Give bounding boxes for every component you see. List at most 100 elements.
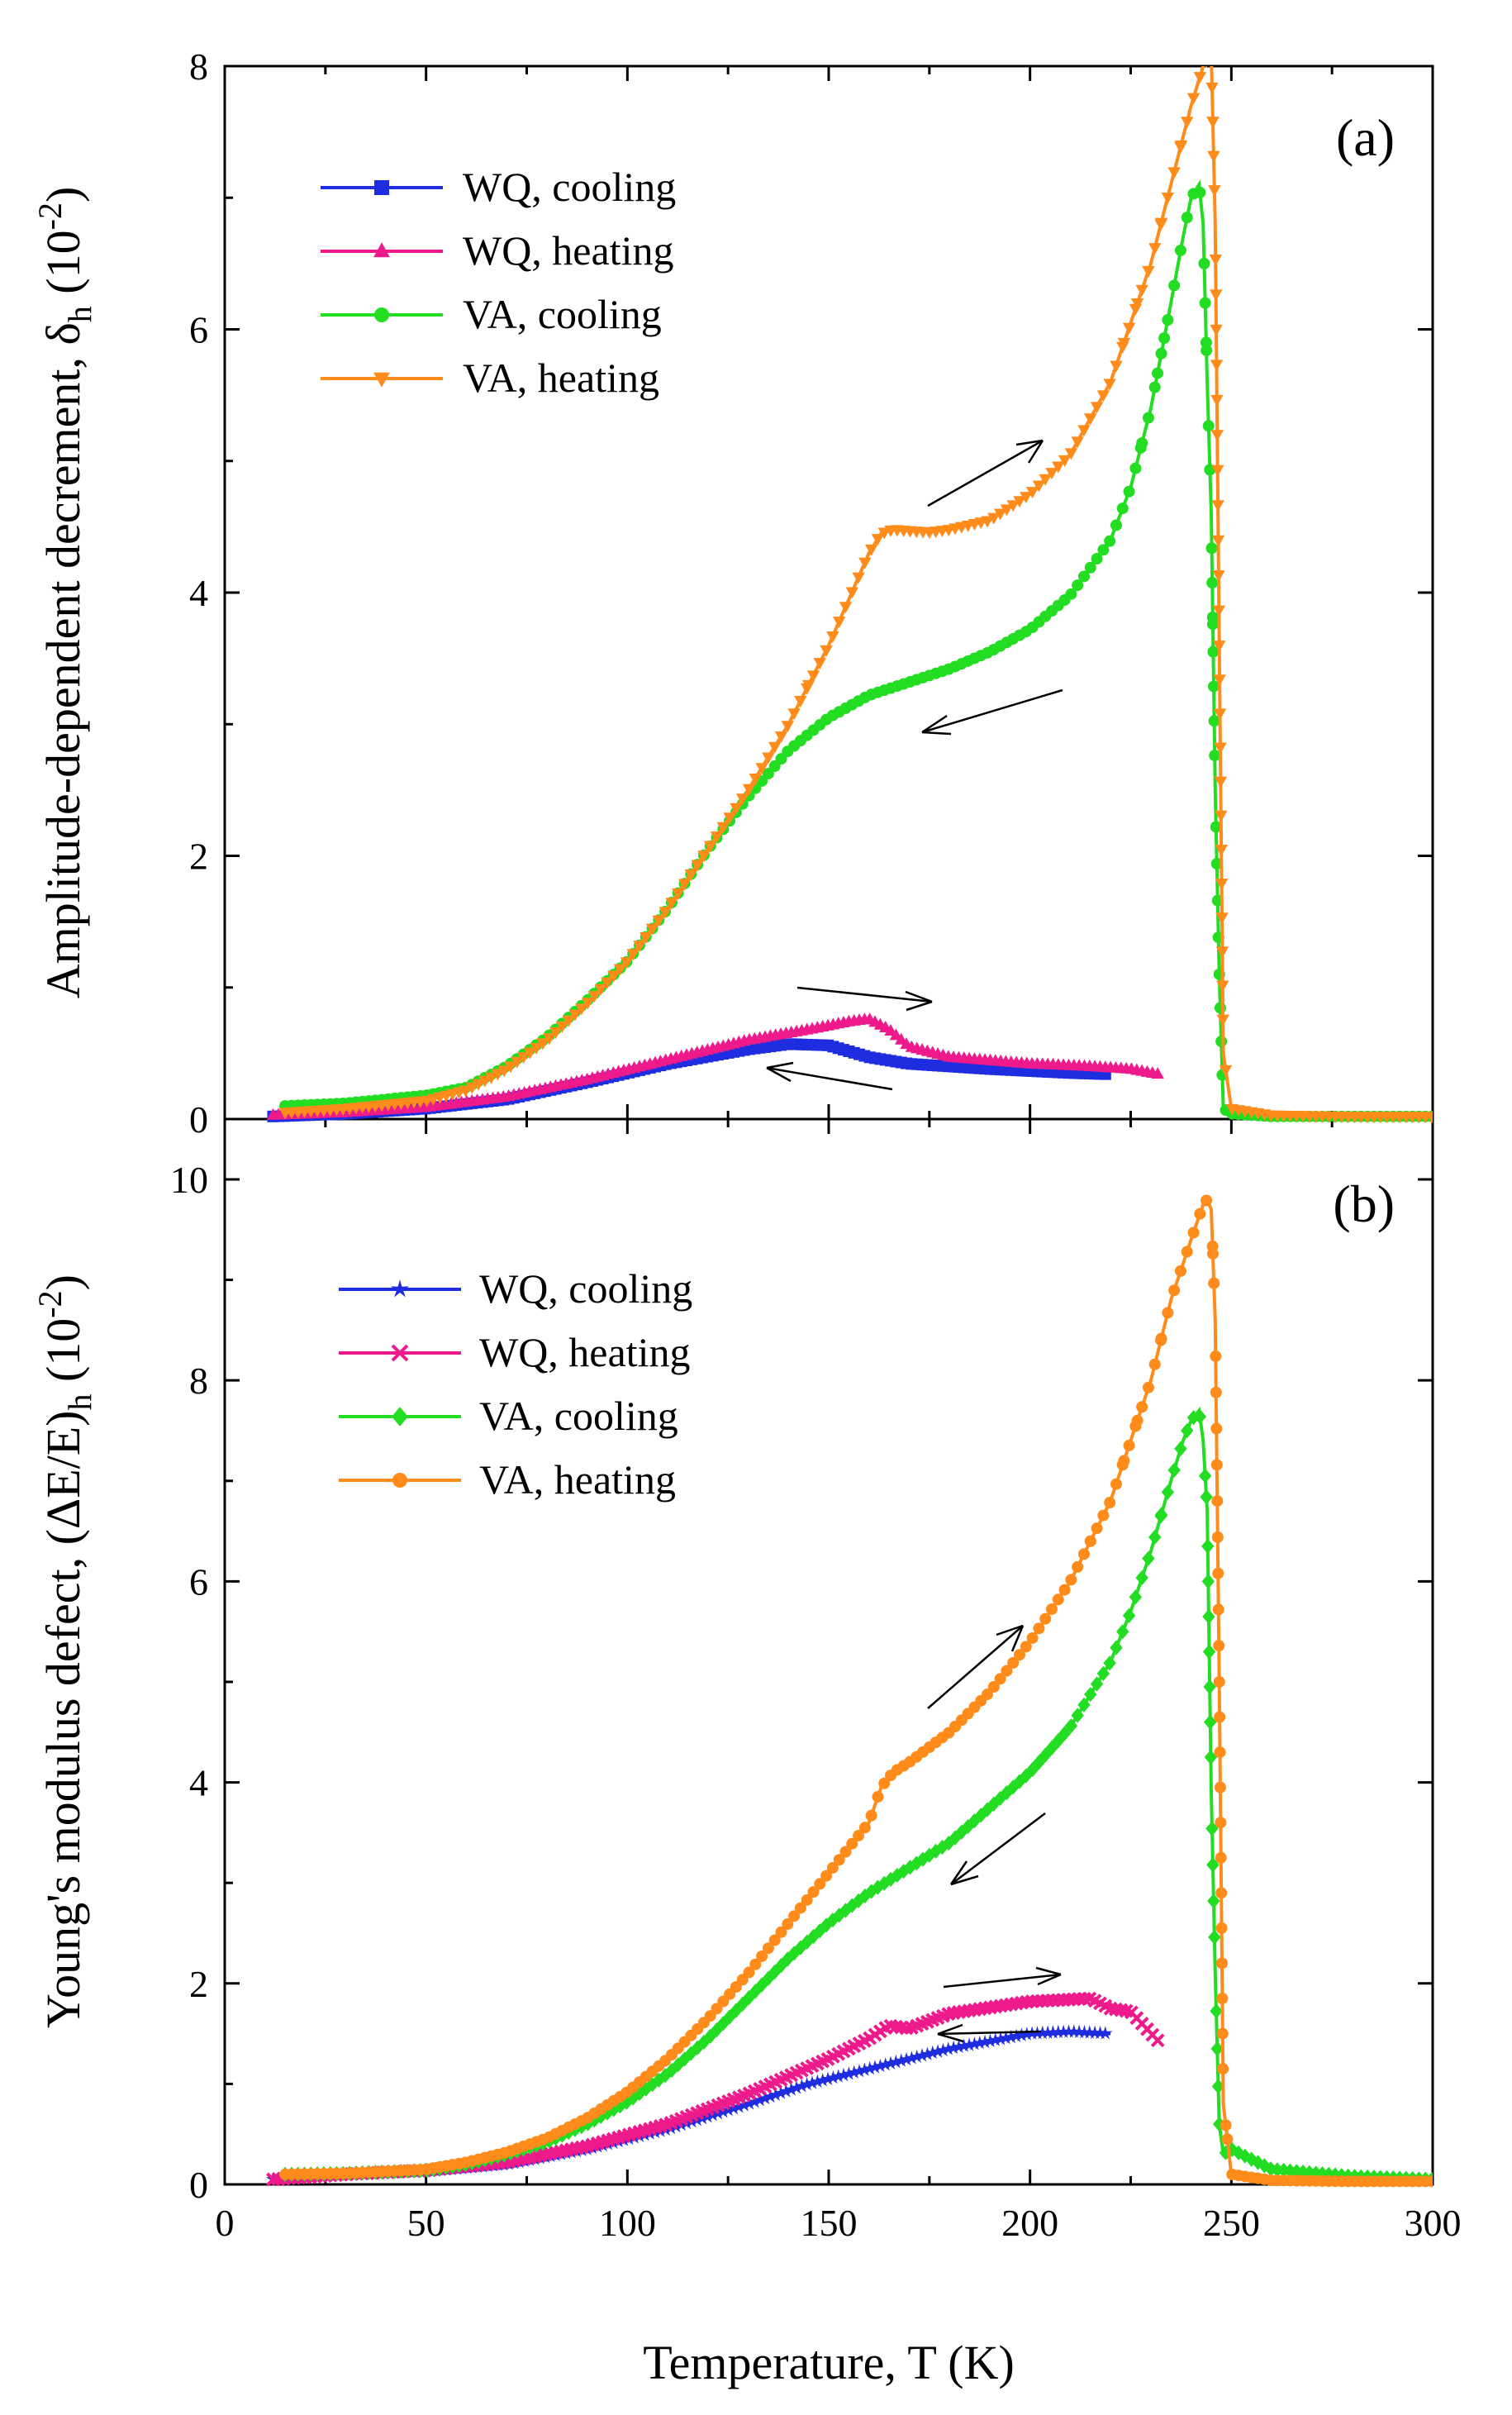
data-point	[472, 1079, 485, 1091]
data-point	[1210, 324, 1223, 336]
data-point	[1072, 1560, 1084, 1573]
y-tick-label: 8	[189, 1360, 208, 1402]
data-point	[691, 860, 704, 872]
data-point	[773, 2085, 788, 2099]
data-point	[1167, 167, 1181, 179]
data-point	[1142, 1381, 1154, 1393]
data-point	[587, 991, 601, 1003]
data-point	[1014, 2027, 1029, 2041]
data-point	[1162, 314, 1174, 326]
data-point	[1077, 2024, 1092, 2039]
data-point	[726, 2101, 741, 2115]
panel-b-legend: WQ, cooling WQ, heating VA, cooling VA, hea…	[339, 1265, 692, 1503]
data-point	[1039, 1747, 1052, 1763]
data-point	[987, 1796, 1001, 1812]
data-point	[1033, 1622, 1045, 1635]
panel-b-ylabel: Young's modulus defect, (ΔE/E)h (10-2)	[31, 1274, 98, 2028]
data-point	[1025, 487, 1039, 499]
data-point	[562, 1015, 575, 1027]
data-point	[1045, 468, 1058, 480]
data-point	[620, 957, 634, 969]
data-point	[1098, 2026, 1113, 2040]
data-point	[1181, 1422, 1194, 1439]
data-point	[1090, 402, 1104, 414]
data-point	[1206, 1857, 1220, 1873]
data-point	[758, 2090, 773, 2105]
data-point	[1155, 347, 1167, 360]
data-point	[1151, 1067, 1164, 1079]
data-point	[1206, 611, 1219, 623]
data-point	[684, 2046, 698, 2061]
data-point	[1090, 1676, 1104, 1692]
data-point	[1209, 254, 1222, 266]
data-point	[1216, 980, 1229, 993]
data-point	[1000, 504, 1014, 517]
data-point	[1168, 1284, 1181, 1297]
data-point	[836, 2067, 851, 2082]
direction-arrows	[766, 439, 1063, 2043]
data-point	[1056, 2024, 1071, 2038]
data-point	[1200, 336, 1212, 349]
data-point	[768, 2087, 783, 2102]
data-point	[1103, 1655, 1116, 1671]
series-line	[284, 66, 1433, 1118]
data-point	[1208, 1929, 1221, 1945]
data-point	[1210, 394, 1224, 407]
x-tick-label: 0	[216, 2202, 235, 2244]
data-point	[1198, 257, 1210, 269]
data-point	[536, 1038, 549, 1050]
y-tick-label: 10	[170, 1159, 208, 1201]
data-point	[982, 2033, 998, 2047]
data-point	[1148, 1358, 1161, 1370]
data-point	[1213, 708, 1227, 721]
data-point	[858, 1822, 871, 1834]
series-va-cooling	[279, 179, 1433, 1122]
data-point	[1020, 492, 1033, 504]
y-tick-label: 4	[189, 1762, 208, 1804]
data-point	[1061, 2024, 1077, 2038]
data-point	[1215, 1851, 1227, 1864]
data-point	[841, 2066, 856, 2080]
data-point	[1142, 412, 1154, 424]
data-point	[1148, 381, 1161, 393]
legend-label: WQ, heating	[463, 227, 673, 274]
data-point	[794, 1902, 806, 1914]
data-point	[826, 1861, 839, 1874]
data-point	[1219, 2145, 1233, 2160]
data-point	[935, 2042, 951, 2057]
data-point	[1208, 185, 1221, 198]
data-point	[865, 1809, 877, 1822]
data-point	[652, 915, 666, 927]
data-point	[878, 1777, 891, 1789]
data-point	[775, 1926, 787, 1938]
legend-marker	[392, 1473, 407, 1488]
data-point	[1202, 1608, 1215, 1625]
arrow-a-cooling-wq	[766, 1061, 893, 1091]
data-point	[1211, 2079, 1225, 2094]
data-point	[1150, 2033, 1165, 2048]
data-point	[1135, 1570, 1148, 1586]
data-point	[530, 1042, 543, 1055]
data-point	[763, 2089, 777, 2103]
data-point	[814, 1878, 826, 1890]
data-point	[1211, 535, 1225, 547]
data-point	[1202, 1644, 1216, 1660]
data-point	[1097, 544, 1110, 556]
data-point	[1110, 519, 1122, 531]
data-point	[678, 879, 692, 891]
legend-label: VA, cooling	[479, 1393, 678, 1439]
data-point	[1208, 680, 1220, 693]
x-tick-label: 200	[1001, 2202, 1058, 2244]
data-point	[659, 907, 672, 919]
panel-a-frame	[223, 64, 1434, 1121]
legend-label: WQ, cooling	[479, 1265, 692, 1312]
data-point	[1026, 1631, 1039, 1644]
legend-item: VA, cooling	[339, 1393, 678, 1439]
data-point	[1084, 1535, 1096, 1547]
data-point	[1187, 1227, 1200, 1239]
data-point	[1215, 879, 1229, 891]
panel-a-ylabel: Amplitude-dependent decrement, δh (10-2)	[31, 187, 98, 999]
data-point	[1136, 1401, 1148, 1413]
data-point	[1118, 1455, 1130, 1467]
data-point	[794, 2079, 809, 2093]
